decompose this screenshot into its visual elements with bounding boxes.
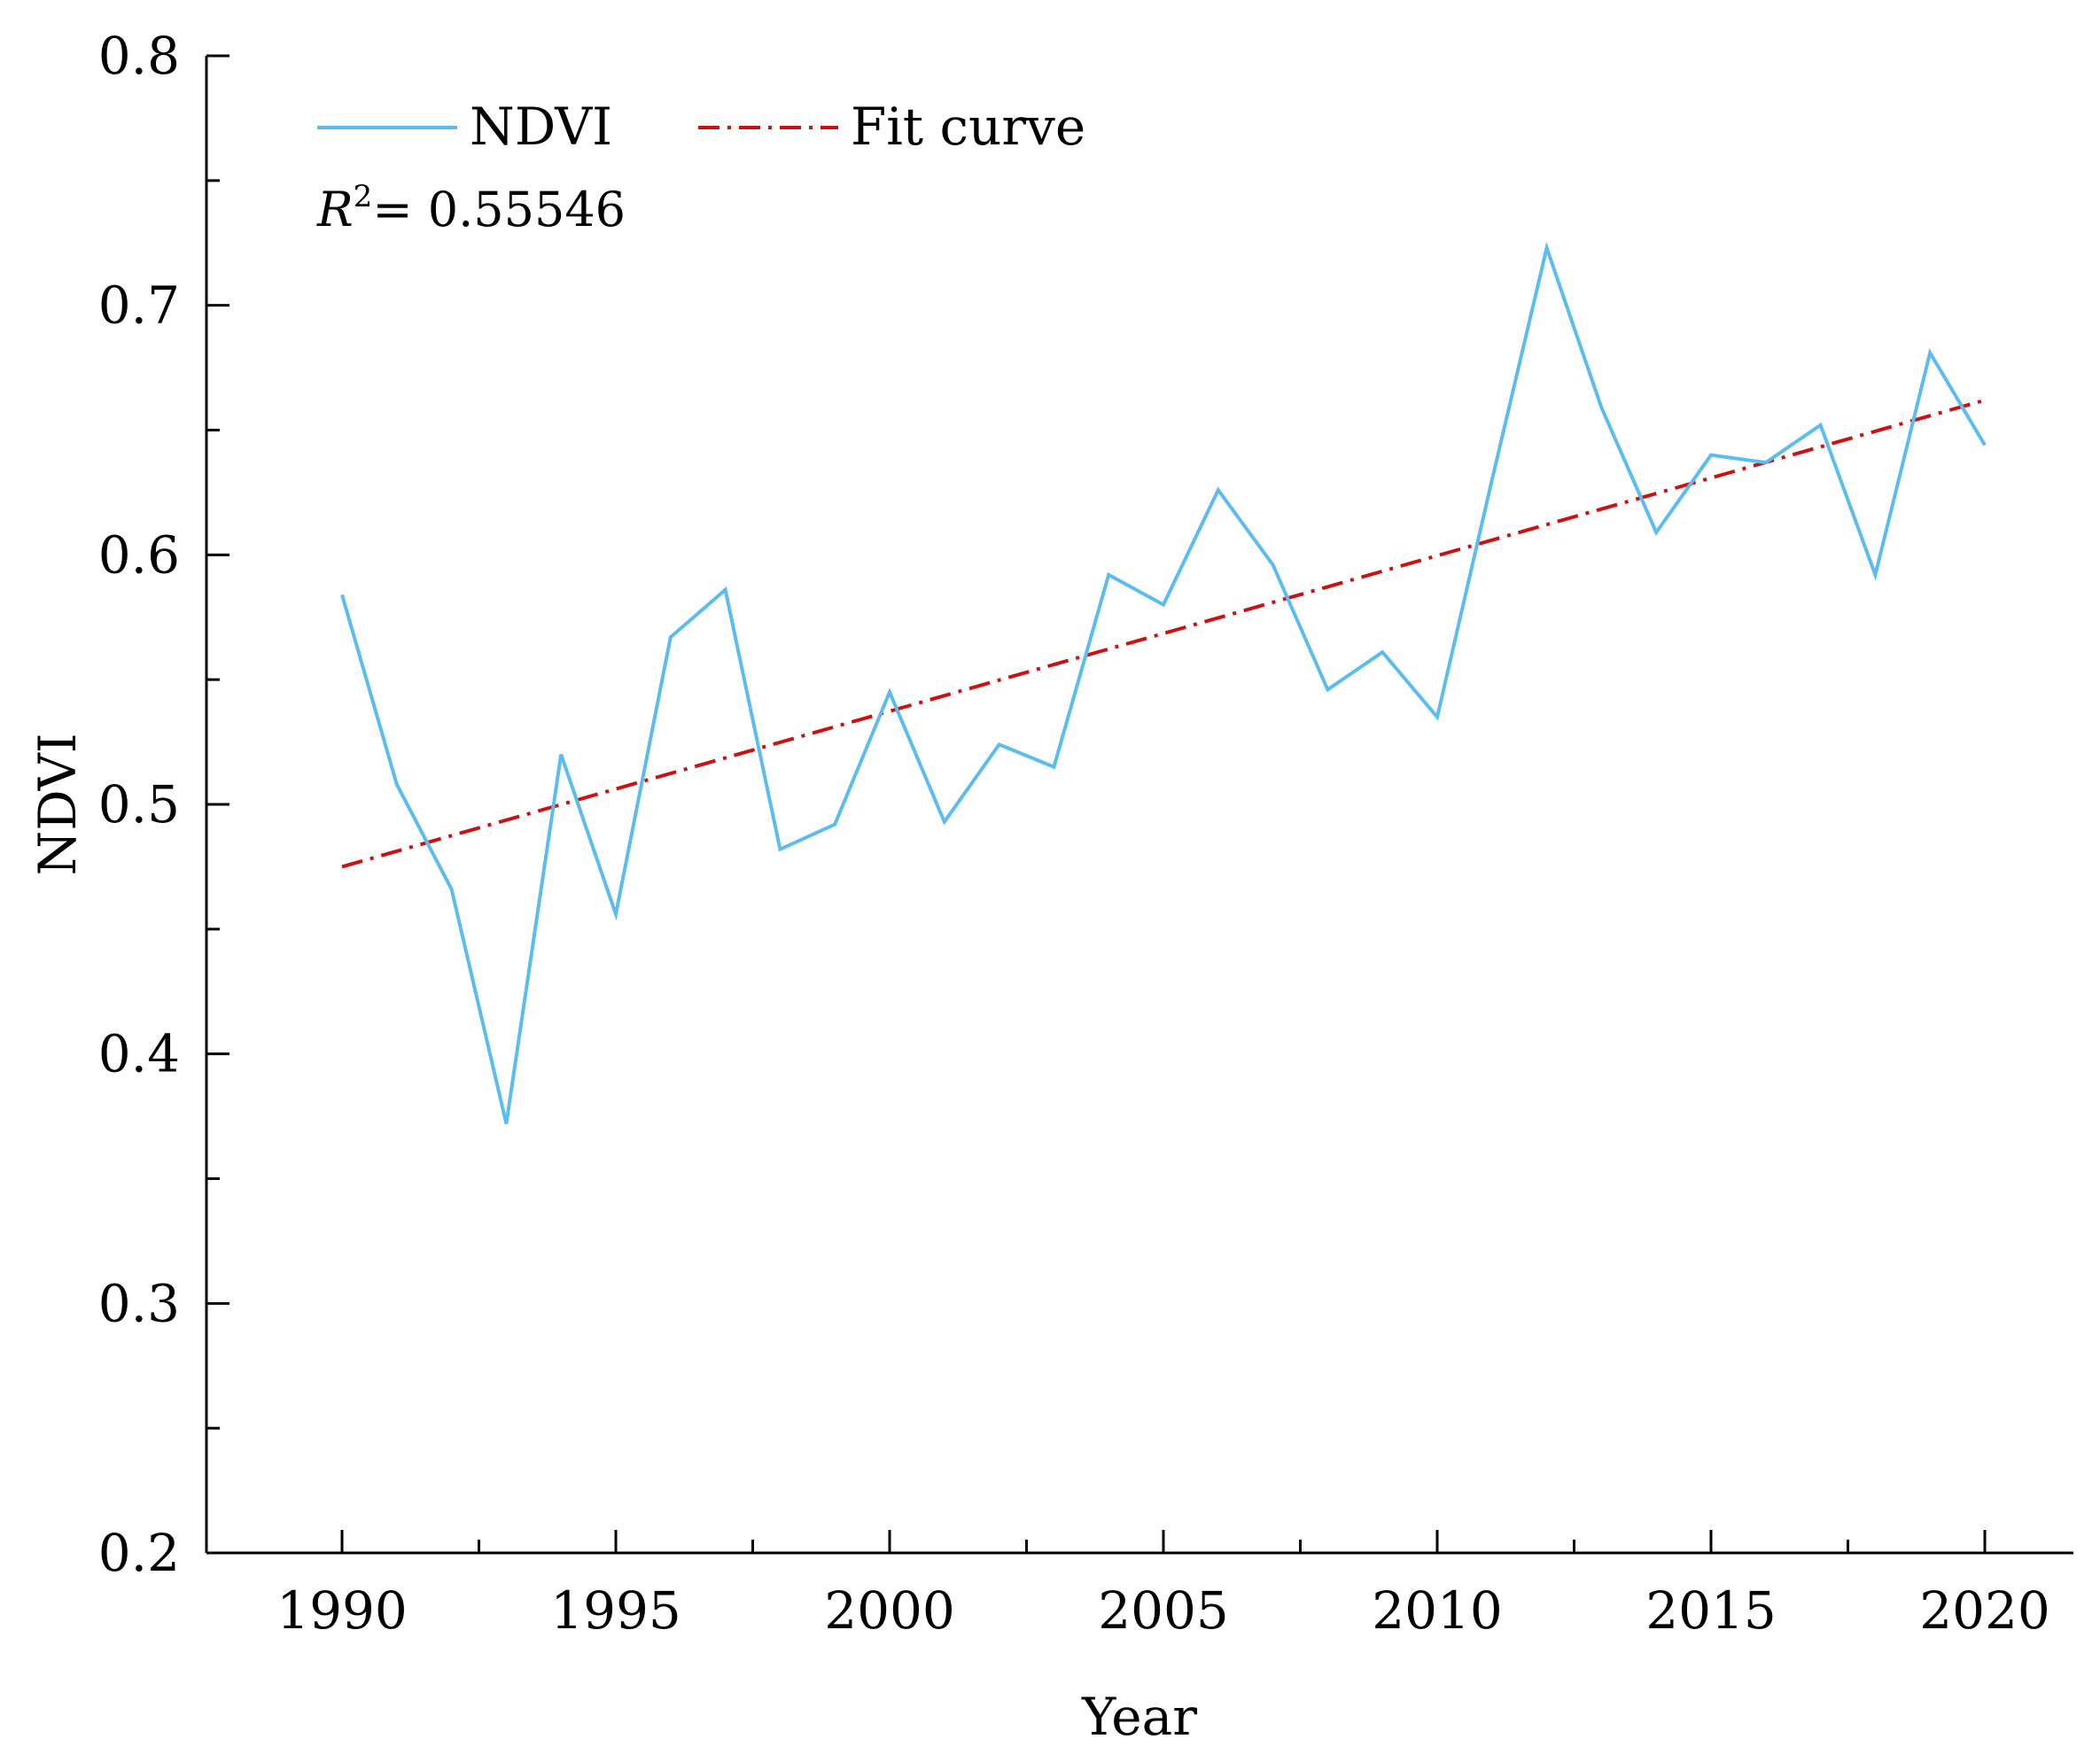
x-tick-label: 1990 [276, 1580, 408, 1641]
legend: NDVI Fit curve [317, 97, 1085, 157]
fit-curve-line [341, 398, 1986, 869]
y-axis-title: NDVI [27, 733, 88, 875]
x-tick-label: 1995 [550, 1580, 681, 1641]
x-axis-ticks: 1990 1995 2000 2005 2010 2015 2020 [276, 1530, 2050, 1641]
x-tick-label: 2010 [1372, 1580, 1503, 1641]
y-tick-label: 0.8 [98, 26, 180, 86]
y-tick-label: 0.6 [98, 524, 180, 585]
y-tick-label: 0.2 [98, 1523, 180, 1583]
r-squared-annotation: R2= 0.55546 [316, 179, 626, 237]
x-tick-label: 2015 [1645, 1580, 1777, 1641]
ndvi-series-line [340, 241, 1987, 1124]
legend-ndvi-label: NDVI [470, 97, 612, 157]
x-axis-title: Year [1081, 1687, 1197, 1747]
legend-fit-label: Fit curve [851, 97, 1085, 157]
r-squared-exponent: 2 [354, 179, 373, 214]
x-tick-label: 2020 [1919, 1580, 2050, 1641]
y-tick-label: 0.5 [98, 774, 180, 834]
y-axis-ticks: 0.2 0.3 0.4 0.5 0.6 0.7 0.8 [98, 26, 229, 1583]
x-tick-label: 2005 [1098, 1580, 1229, 1641]
y-tick-label: 0.3 [98, 1273, 180, 1333]
y-tick-label: 0.7 [98, 276, 180, 336]
r-squared-value: = 0.55546 [372, 182, 626, 237]
x-tick-label: 2000 [824, 1580, 955, 1641]
r-squared-symbol: R [316, 182, 354, 237]
y-tick-label: 0.4 [98, 1024, 180, 1084]
